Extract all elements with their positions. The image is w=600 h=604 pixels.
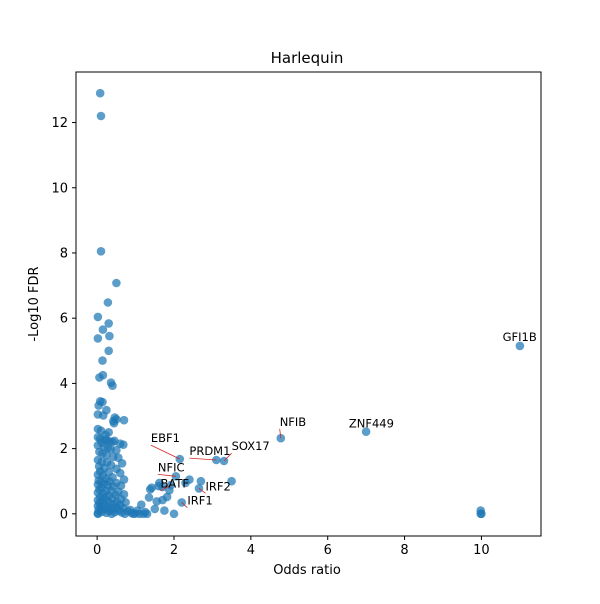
points-layer [93,88,525,519]
y-tick-label: 6 [60,312,68,327]
data-point [196,476,206,486]
data-point [137,500,146,510]
y-tick-label: 10 [51,181,68,196]
annotation-leader-line [198,488,206,494]
annotation-label: GFI1B [503,330,537,344]
data-point [140,507,150,517]
annotation-label: SOX17 [232,439,270,453]
data-point [93,509,103,519]
data-point [117,459,127,468]
annotation-leader-line [157,474,176,477]
annotation-leader-line [223,452,232,462]
data-point [93,334,103,343]
y-axis-label: -Log10 FDR [27,266,42,341]
x-tick-label: 2 [170,543,178,558]
annotation-label: ZNF449 [349,416,394,430]
x-tick-label: 10 [473,543,490,558]
data-point [147,483,156,493]
data-point [109,418,119,428]
annotation-label: NFIC [158,460,185,474]
annotation-label: IRF2 [206,479,231,493]
data-point [107,509,116,519]
data-point [95,373,104,382]
annotation-label: IRF1 [187,494,212,508]
y-axis: 0 2 4 6 8 10 12 [51,116,76,522]
data-point [477,509,486,519]
data-point [98,356,107,365]
data-point [112,445,121,455]
data-point [119,415,129,425]
data-point [98,325,108,334]
annotation-leader-line [279,428,282,439]
data-point [99,411,108,420]
data-point [103,298,113,307]
data-point [162,492,172,502]
data-point [96,247,106,256]
x-tick-label: 6 [324,543,332,558]
annotation-label: EBF1 [151,431,180,445]
y-tick-label: 0 [60,507,68,522]
data-point [96,111,106,121]
data-point [93,312,103,322]
data-point [227,476,236,486]
plot-frame [75,71,542,537]
data-point [119,440,128,450]
data-point [95,88,105,98]
y-tick-label: 2 [60,442,68,457]
annotation-label: PRDM1 [189,444,230,458]
data-point [102,450,111,460]
x-axis: 0 2 4 6 8 10 [93,536,490,558]
data-point [515,341,525,351]
y-tick-label: 8 [60,246,68,261]
data-point [125,505,135,515]
annotation-leader-line [160,484,172,492]
data-point [104,346,113,356]
annotation-label: NFIB [280,415,307,429]
data-point [158,482,167,492]
data-point [185,475,194,484]
annotation-leader-line [150,444,180,460]
data-point [150,504,160,514]
chart-title: Harlequin [271,49,344,67]
y-tick-label: 12 [51,116,68,131]
data-point [144,493,154,502]
data-point [105,331,114,341]
data-point [115,468,125,478]
annotation-leader-line [181,502,188,508]
x-tick-label: 4 [247,543,255,558]
annotation-label: BATF [161,477,190,491]
data-point [169,509,179,519]
data-point [112,278,121,288]
x-tick-label: 8 [400,543,408,558]
data-point [94,401,103,410]
annotation-leader-line [189,457,217,461]
x-tick-label: 0 [93,543,101,558]
data-point [361,427,371,437]
data-point [160,506,169,515]
data-point [108,381,117,391]
y-tick-label: 4 [60,377,68,392]
x-axis-label: Odds ratio [273,563,341,578]
data-point [104,319,113,328]
